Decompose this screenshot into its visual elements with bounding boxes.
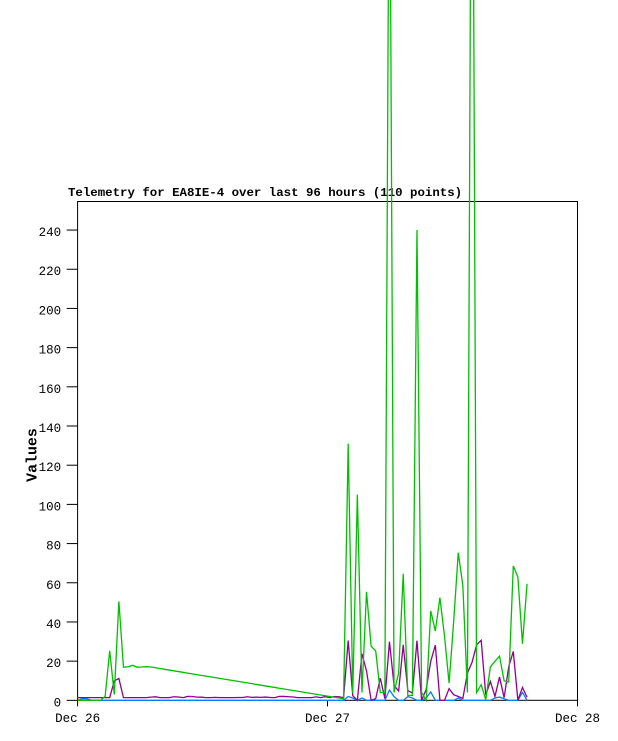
svg-text:100: 100 [39,500,62,514]
svg-text:200: 200 [39,304,62,318]
svg-text:220: 220 [39,265,62,279]
svg-text:240: 240 [39,226,62,240]
svg-text:Dec 28: Dec 28 [555,712,600,726]
svg-text:40: 40 [46,618,61,632]
svg-text:80: 80 [46,540,61,554]
svg-text:Telemetry for EA8IE-4 over las: Telemetry for EA8IE-4 over last 96 hours… [68,186,462,200]
svg-text:60: 60 [46,579,61,593]
svg-text:Values: Values [26,428,42,482]
svg-text:180: 180 [39,344,62,358]
svg-text:20: 20 [46,657,61,671]
svg-text:0: 0 [54,696,62,710]
svg-text:Dec 27: Dec 27 [305,712,350,726]
svg-text:120: 120 [39,461,62,475]
svg-text:160: 160 [39,383,62,397]
svg-text:140: 140 [39,422,62,436]
svg-text:Dec 26: Dec 26 [55,712,100,726]
